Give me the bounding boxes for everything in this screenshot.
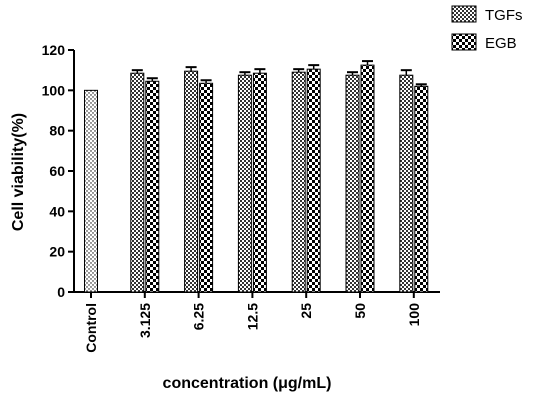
legend-swatch-tgfs xyxy=(451,5,477,23)
bar-egb xyxy=(252,72,267,293)
bar-tgfs xyxy=(130,72,145,293)
bar-egb xyxy=(145,80,160,293)
y-tick-label: 20 xyxy=(49,244,65,260)
legend-item-tgfs: TGFs xyxy=(451,5,523,24)
legend-label-egb: EGB xyxy=(485,35,517,52)
bar-egb xyxy=(360,64,375,293)
y-tick-label: 60 xyxy=(49,163,65,179)
y-tick-label: 80 xyxy=(49,123,65,139)
bar-tgfs xyxy=(184,70,199,293)
y-axis-title: Cell viability(%) xyxy=(10,113,27,231)
y-tick-label: 0 xyxy=(57,284,65,300)
bar-control xyxy=(84,89,98,293)
y-tick-label: 100 xyxy=(42,82,66,98)
bar-tgfs xyxy=(237,74,252,293)
x-axis-title: concentration (μg/mL) xyxy=(163,375,332,392)
x-tick-label: Control xyxy=(83,303,99,353)
y-tick-label: 40 xyxy=(49,203,65,219)
bar-egb xyxy=(414,85,429,293)
y-tick-label: 120 xyxy=(42,42,66,58)
y-axis: 0 20 40 60 80 100 120 xyxy=(42,42,75,300)
bar-tgfs xyxy=(345,74,360,293)
x-tick-label: 12.5 xyxy=(244,303,260,330)
x-tick-label: 6.25 xyxy=(191,303,207,330)
x-tick-label: 25 xyxy=(298,303,314,319)
bar-tgfs xyxy=(399,74,414,293)
bar-egb xyxy=(199,82,214,293)
error-bars xyxy=(131,60,427,87)
legend: TGFs EGB xyxy=(451,5,523,52)
legend-swatch-egb xyxy=(451,33,477,51)
bar-tgfs xyxy=(291,71,306,293)
x-axis: Control 3.125 6.25 12.5 25 50 100 xyxy=(74,291,440,353)
x-tick-label: 3.125 xyxy=(137,303,153,338)
legend-label-tgfs: TGFs xyxy=(485,7,523,24)
bars xyxy=(84,64,429,293)
legend-item-egb: EGB xyxy=(451,33,517,52)
x-tick-label: 100 xyxy=(406,303,422,327)
x-tick-label: 50 xyxy=(352,303,368,319)
bar-egb xyxy=(306,68,321,293)
